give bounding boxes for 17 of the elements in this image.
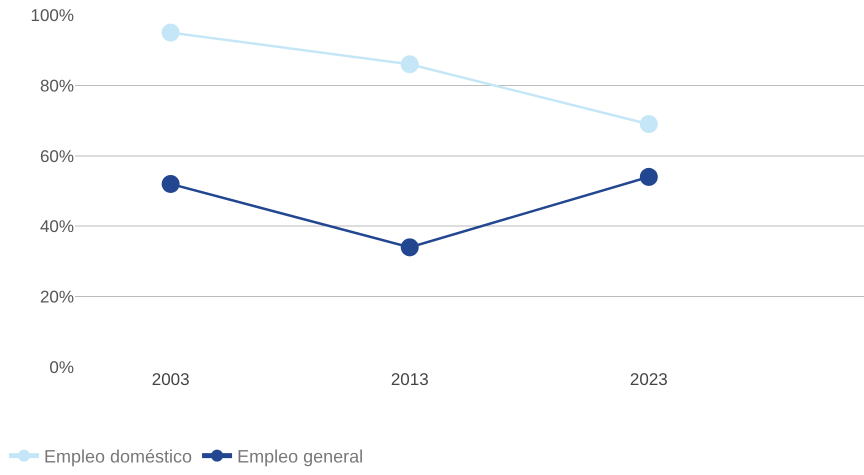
y-tick-label: 80% bbox=[40, 76, 74, 96]
point bbox=[162, 174, 180, 193]
x-tick-label: 2003 bbox=[152, 370, 190, 389]
point bbox=[640, 168, 658, 186]
x-tick-label: 2023 bbox=[630, 370, 668, 389]
point bbox=[400, 55, 419, 74]
x-tick-label: 2013 bbox=[390, 370, 429, 389]
point bbox=[162, 24, 180, 42]
legend-label: Empleo general bbox=[237, 446, 364, 467]
y-tick-label: 0% bbox=[49, 358, 74, 377]
y-tick-label: 100% bbox=[30, 6, 74, 25]
y-tick-label: 20% bbox=[40, 288, 74, 307]
y-tick-label: 60% bbox=[40, 146, 74, 166]
legend-label: Empleo doméstico bbox=[44, 446, 192, 467]
point bbox=[640, 115, 658, 134]
point bbox=[400, 238, 419, 256]
y-tick-label: 40% bbox=[40, 217, 74, 236]
